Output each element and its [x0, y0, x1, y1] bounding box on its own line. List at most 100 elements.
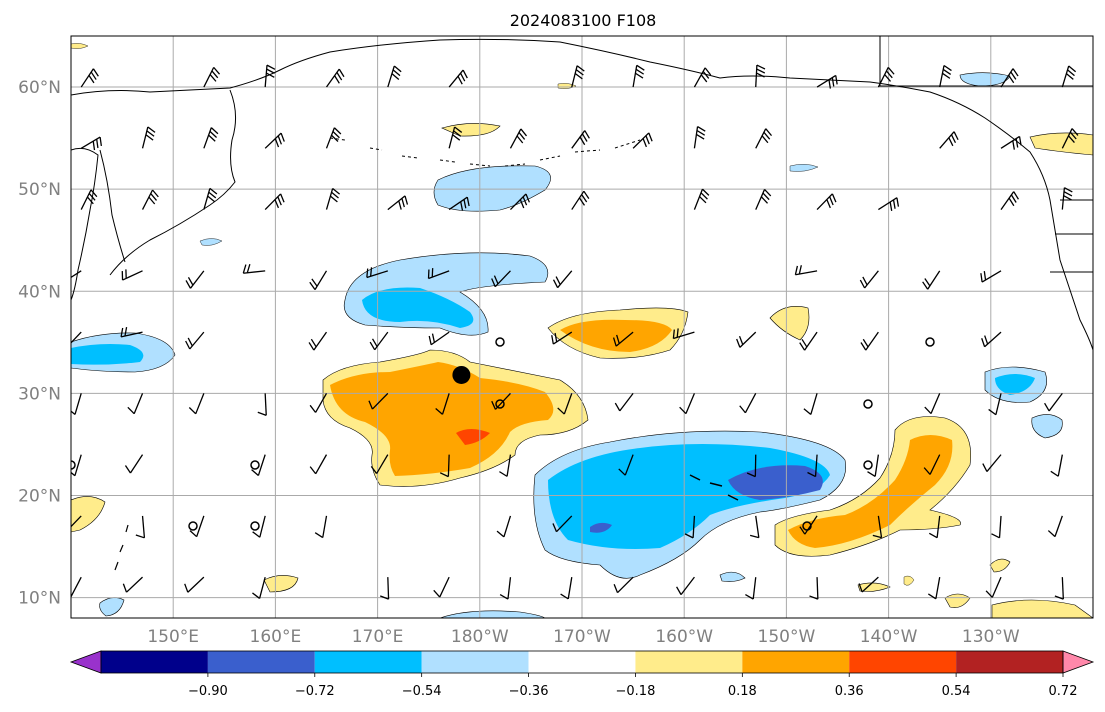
latitude-tick-label: 50°N: [18, 180, 61, 200]
coastline: [109, 89, 236, 276]
negative-anomaly-region: [1031, 414, 1063, 439]
wind-barb: [141, 189, 159, 210]
colorbar-segment: [956, 651, 1063, 673]
longitude-tick-label: 130°W: [962, 627, 1020, 647]
wind-barb: [939, 64, 952, 88]
colorbar-segment: [635, 651, 743, 673]
wind-barb: [185, 331, 205, 350]
longitude-tick-label: 180°W: [451, 627, 509, 647]
calm-marker: [925, 337, 935, 347]
island-chain: [114, 524, 129, 571]
wind-barb: [80, 136, 102, 151]
wind-barb: [755, 128, 773, 149]
wind-barb: [1061, 65, 1077, 88]
wind-barb: [252, 576, 266, 599]
colorbar-outline: [100, 650, 1064, 674]
wind-barb: [1044, 392, 1063, 412]
gridlines: [71, 36, 1093, 618]
colorbar-segment: [742, 651, 850, 673]
wind-barb: [448, 126, 463, 149]
wind-barb: [981, 331, 1002, 348]
positive-anomaly-region: [857, 582, 891, 592]
wind-barb: [988, 393, 1002, 416]
positive-anomaly-region: [774, 416, 972, 557]
colorbar-segment: [528, 651, 636, 673]
wind-barb: [121, 269, 143, 281]
map-panel: [70, 35, 1094, 619]
island-chain: [689, 474, 739, 501]
wind-barb: [672, 328, 695, 340]
positive-anomaly-region: [322, 349, 589, 487]
colorbar-tick-label: 0.54: [942, 684, 971, 699]
wind-barb: [135, 515, 146, 539]
wind-barb: [127, 393, 144, 415]
wind-barb: [807, 454, 818, 478]
colorbar: −0.90 −0.72 −0.54 −0.36 −0.18 0.18 0.36 0.54 0.7…: [69, 650, 1095, 699]
wind-barb: [612, 331, 634, 347]
calm-marker: [863, 399, 873, 409]
wind-barb: [428, 331, 450, 346]
longitude-tick-label: 170°E: [352, 627, 404, 647]
wind-barb: [264, 193, 285, 211]
wind-barb: [571, 65, 585, 88]
wind-barb: [122, 576, 143, 593]
positive-anomaly-region: [547, 307, 689, 359]
wind-barb: [799, 331, 818, 351]
colorbar-tick-label: 0.72: [1049, 684, 1078, 699]
colorbar-tick-label: −0.90: [188, 684, 228, 699]
wind-barb: [499, 454, 512, 477]
wind-barb: [693, 125, 706, 149]
colorbar-extend-low: [69, 650, 102, 674]
latitude-tick-label: 40°N: [18, 282, 61, 302]
wind-barb: [264, 64, 276, 88]
colorbar-segment: [101, 651, 208, 673]
storm-position-marker: [452, 365, 471, 384]
wind-barb: [252, 515, 266, 538]
wind-barb: [755, 64, 766, 88]
wind-barb: [693, 188, 710, 210]
longitude-tick-label: 170°W: [553, 627, 611, 647]
wind-barb: [499, 577, 512, 600]
wind-barb: [755, 188, 772, 210]
calm-marker: [495, 337, 505, 347]
border: [879, 36, 1093, 87]
longitude-tick-label: 160°W: [655, 627, 713, 647]
wind-barb: [188, 393, 205, 415]
wind-barb: [366, 267, 389, 279]
positive-anomaly-region: [769, 306, 810, 341]
wind-barb: [872, 515, 883, 539]
wind-barb: [491, 270, 511, 288]
wind-barb: [448, 196, 470, 211]
wind-barb: [325, 68, 345, 88]
wind-barb: [509, 128, 528, 149]
longitude-tick-label: 150°W: [758, 627, 816, 647]
wind-barb: [939, 131, 959, 149]
negative-anomaly-region: [533, 430, 847, 579]
wind-barb: [264, 132, 285, 149]
wind-barb: [794, 265, 818, 276]
wind-barb: [618, 454, 634, 476]
longitude-labels: 150°E 160°E 170°E 180°W 170°W 160°W 150°W 140°W…: [147, 627, 1020, 647]
wind-barb: [560, 577, 573, 600]
wind-barb: [571, 190, 590, 210]
calm-markers: [71, 337, 935, 531]
wind-barb: [816, 74, 838, 89]
wind-barb: [1047, 515, 1063, 538]
latitude-labels: 10°N 20°N 30°N 40°N 50°N 60°N: [18, 78, 61, 609]
negative-anomaly-region: [439, 610, 546, 618]
wind-barb: [184, 576, 205, 593]
wind-barb: [679, 393, 696, 415]
calm-marker: [71, 460, 76, 470]
wind-barb: [189, 515, 205, 538]
wind-barb: [257, 393, 267, 416]
coastline: [71, 147, 99, 301]
wind-barb: [571, 130, 590, 149]
coastlines: [71, 36, 1093, 571]
wind-barb: [982, 454, 1002, 472]
wind-barb: [632, 132, 653, 149]
wind-barb: [684, 515, 696, 539]
colorbar-segment: [207, 651, 315, 673]
wind-barb: [203, 66, 221, 88]
wind-barb: [439, 454, 450, 478]
